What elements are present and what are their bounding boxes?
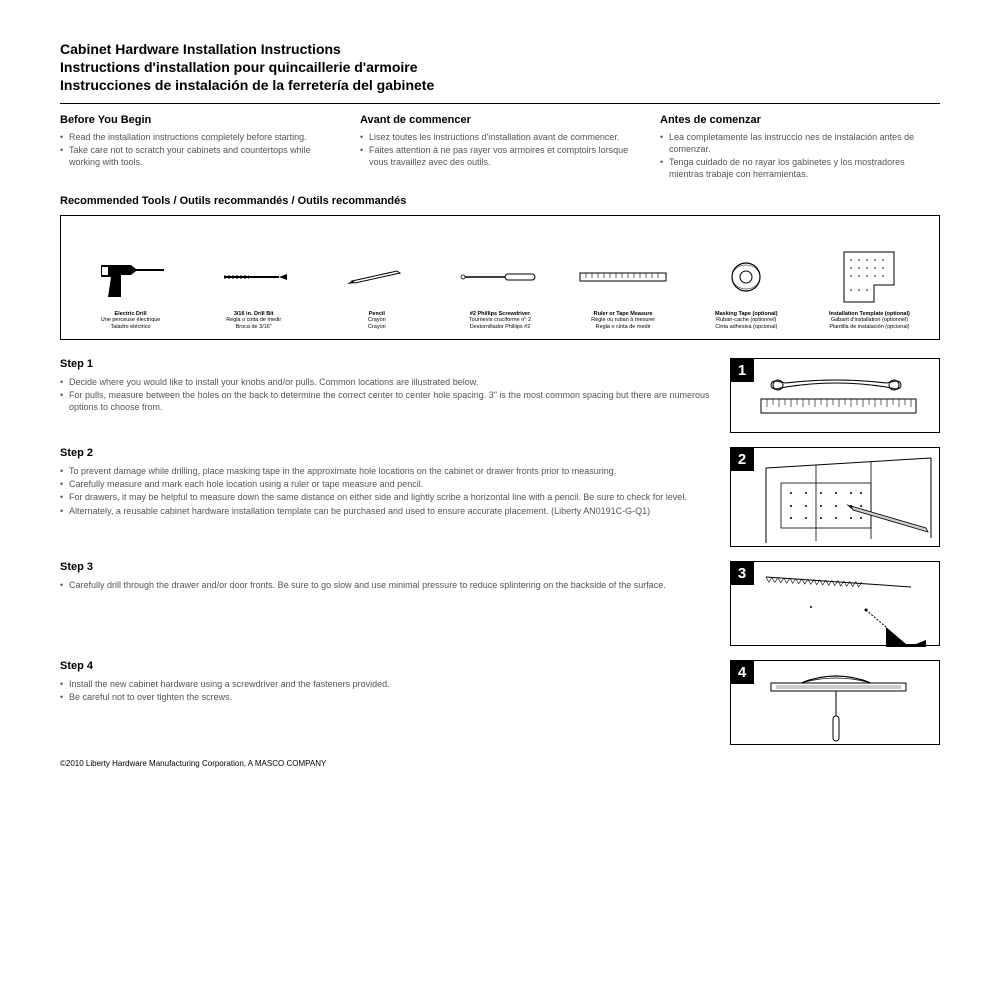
pencil-icon: [342, 250, 412, 305]
figure-number: 4: [730, 660, 754, 684]
tools-heading: Recommended Tools / Outils recommandés /…: [60, 195, 940, 207]
tool-pencil: Pencil Crayon Crayon: [315, 250, 438, 332]
step-item: To prevent damage while drilling, place …: [60, 465, 710, 477]
before-col-es: Antes de comenzar Lea completamente las …: [660, 114, 940, 182]
before-item: Lea completamente las instruccio nes de …: [660, 131, 940, 155]
drill-icon: [96, 250, 166, 305]
template-icon: [839, 250, 899, 305]
ruler-icon: [578, 250, 668, 305]
title-es: Instrucciones de instalación de la ferre…: [60, 76, 940, 94]
tools-box: Electric Drill Une perceuse électrique T…: [60, 215, 940, 340]
title-fr: Instructions d'installation pour quincai…: [60, 58, 940, 76]
tool-drillbit: 3/16 in. Drill Bit Regla o cinta de medi…: [192, 250, 315, 332]
tool-ruler: Ruler or Tape Measure Règle ou ruban à m…: [562, 250, 685, 332]
tool-template: Installation Template (optional) Gabarit…: [808, 250, 931, 332]
step-item: Decide where you would like to install y…: [60, 376, 710, 388]
steps: Step 1 Decide where you would like to in…: [60, 358, 940, 745]
figure-2: 2: [730, 447, 940, 547]
before-item: Tenga cuidado de no rayar los gabinetes …: [660, 156, 940, 180]
figure-4: 4: [730, 660, 940, 745]
title-en: Cabinet Hardware Installation Instructio…: [60, 40, 940, 58]
drillbit-icon: [219, 250, 289, 305]
before-col-fr: Avant de commencer Lisez toutes les inst…: [360, 114, 640, 182]
before-col-en: Before You Begin Read the installation i…: [60, 114, 340, 182]
step-item: For drawers, it may be helpful to measur…: [60, 491, 710, 503]
screwdriver-icon: [460, 250, 540, 305]
tool-drill: Electric Drill Une perceuse électrique T…: [69, 250, 192, 332]
before-you-begin: Before You Begin Read the installation i…: [60, 114, 940, 182]
step-3: Step 3 Carefully drill through the drawe…: [60, 561, 940, 646]
before-item: Take care not to scratch your cabinets a…: [60, 144, 340, 168]
tool-tape: Masking Tape (optional) Ruban-cache (opt…: [685, 250, 808, 332]
figure-number: 2: [730, 447, 754, 471]
step-item: Carefully drill through the drawer and/o…: [60, 579, 710, 591]
tape-icon: [726, 250, 766, 305]
figure-1: 1: [730, 358, 940, 433]
step-item: Carefully measure and mark each hole loc…: [60, 478, 710, 490]
before-item: Faites attention à ne pas rayer vos armo…: [360, 144, 640, 168]
step-4: Step 4 Install the new cabinet hardware …: [60, 660, 940, 745]
step2-head: Step 2: [60, 447, 710, 459]
footer-copyright: ©2010 Liberty Hardware Manufacturing Cor…: [60, 759, 940, 768]
step-2: Step 2 To prevent damage while drilling,…: [60, 447, 940, 547]
step-item: For pulls, measure between the holes on …: [60, 389, 710, 413]
before-head-fr: Avant de commencer: [360, 114, 640, 126]
divider: [60, 103, 940, 104]
step-item: Alternately, a reusable cabinet hardware…: [60, 505, 710, 517]
before-item: Read the installation instructions compl…: [60, 131, 340, 143]
before-item: Lisez toutes les instructions d'installa…: [360, 131, 640, 143]
before-head-en: Before You Begin: [60, 114, 340, 126]
step-item: Be careful not to over tighten the screw…: [60, 691, 710, 703]
step-item: Install the new cabinet hardware using a…: [60, 678, 710, 690]
tool-screwdriver: #2 Phillips Screwdriver Tournevis crucif…: [438, 250, 561, 332]
title-block: Cabinet Hardware Installation Instructio…: [60, 40, 940, 95]
before-head-es: Antes de comenzar: [660, 114, 940, 126]
figure-number: 3: [730, 561, 754, 585]
figure-number: 1: [730, 358, 754, 382]
step-1: Step 1 Decide where you would like to in…: [60, 358, 940, 433]
step4-head: Step 4: [60, 660, 710, 672]
step3-head: Step 3: [60, 561, 710, 573]
step1-head: Step 1: [60, 358, 710, 370]
figure-3: 3: [730, 561, 940, 646]
